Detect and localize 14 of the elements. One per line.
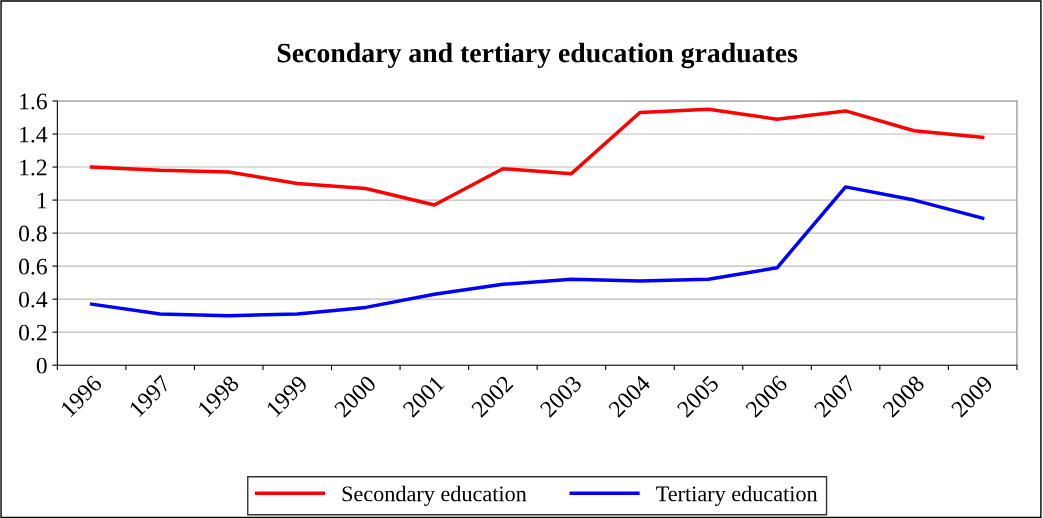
y-tick-label: 1.2 (20, 159, 47, 176)
y-tick-label: 1 (37, 192, 47, 209)
chart-title: Secondary and tertiary education graduates (277, 42, 798, 69)
y-tick-label: 0.2 (19, 324, 47, 341)
legend-label: Secondary education (342, 485, 527, 506)
y-tick-label: 0.4 (19, 291, 48, 308)
y-tick-label: 0.8 (19, 225, 47, 242)
y-tick-label: 1.4 (20, 126, 48, 143)
y-tick-label: 0 (36, 357, 47, 374)
legend-label: Tertiary education (656, 485, 818, 506)
y-tick-label: 1.6 (20, 93, 47, 110)
y-tick-label: 0.6 (19, 258, 47, 275)
line-series (89, 107, 985, 207)
line-series (89, 185, 985, 318)
